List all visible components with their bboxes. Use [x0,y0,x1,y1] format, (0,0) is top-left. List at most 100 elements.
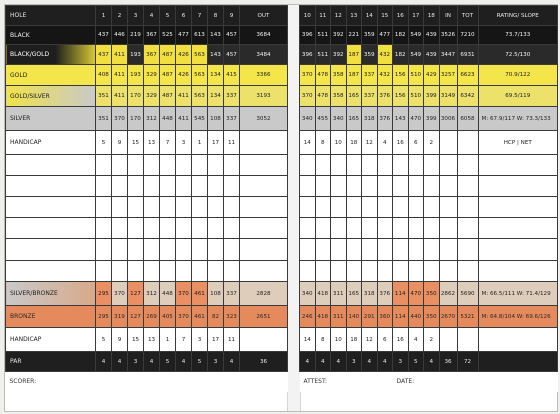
score-cell[interactable] [314,217,331,239]
score-cell[interactable] [223,196,240,218]
score-cell[interactable] [127,175,144,197]
score-cell[interactable] [143,217,160,239]
score-cell[interactable] [111,154,128,176]
score-cell[interactable] [95,217,112,239]
score-cell[interactable] [223,260,240,282]
score-cell[interactable] [361,175,378,197]
score-cell[interactable] [111,260,128,282]
score-cell[interactable] [143,154,160,176]
score-cell[interactable] [143,196,160,218]
score-cell[interactable] [175,196,192,218]
score-cell[interactable] [175,238,192,261]
score-cell[interactable] [207,260,224,282]
score-cell[interactable] [330,175,347,197]
score-cell[interactable] [127,260,144,282]
score-cell[interactable] [239,217,288,239]
score-cell[interactable] [477,238,558,261]
score-cell[interactable] [143,238,160,261]
score-cell[interactable] [95,154,112,176]
score-cell[interactable] [345,260,362,282]
score-cell[interactable] [175,217,192,239]
score-entry-cell[interactable] [5,238,96,261]
score-cell[interactable] [191,196,208,218]
score-cell[interactable] [423,175,440,197]
row-score-entry[interactable] [299,238,558,261]
score-cell[interactable] [143,175,160,197]
score-cell[interactable] [361,238,378,261]
score-cell[interactable] [438,154,458,176]
score-cell[interactable] [345,175,362,197]
score-cell[interactable] [376,154,393,176]
score-cell[interactable] [477,217,558,239]
score-cell[interactable] [127,238,144,261]
score-cell[interactable] [175,175,192,197]
score-cell[interactable] [477,175,558,197]
score-cell[interactable] [207,196,224,218]
score-cell[interactable] [477,154,558,176]
score-cell[interactable] [299,217,316,239]
score-cell[interactable] [314,260,331,282]
score-cell[interactable] [299,196,316,218]
score-cell[interactable] [191,260,208,282]
score-cell[interactable] [95,196,112,218]
score-cell[interactable] [361,196,378,218]
score-cell[interactable] [376,217,393,239]
row-score-entry[interactable] [5,196,288,218]
score-cell[interactable] [223,154,240,176]
score-cell[interactable] [207,217,224,239]
score-cell[interactable] [392,260,409,282]
score-cell[interactable] [423,238,440,261]
score-cell[interactable] [159,175,176,197]
score-cell[interactable] [456,238,479,261]
score-cell[interactable] [345,154,362,176]
score-cell[interactable] [191,238,208,261]
score-cell[interactable] [376,260,393,282]
score-cell[interactable] [175,154,192,176]
score-cell[interactable] [345,196,362,218]
score-cell[interactable] [376,238,393,261]
score-cell[interactable] [159,217,176,239]
score-cell[interactable] [191,175,208,197]
score-cell[interactable] [330,238,347,261]
score-cell[interactable] [407,238,424,261]
score-cell[interactable] [423,196,440,218]
score-cell[interactable] [223,175,240,197]
score-cell[interactable] [392,154,409,176]
score-cell[interactable] [423,217,440,239]
score-cell[interactable] [223,238,240,261]
score-cell[interactable] [191,217,208,239]
score-cell[interactable] [239,196,288,218]
score-cell[interactable] [330,196,347,218]
score-cell[interactable] [159,154,176,176]
score-cell[interactable] [423,154,440,176]
score-cell[interactable] [361,154,378,176]
score-cell[interactable] [314,196,331,218]
row-score-entry[interactable] [5,175,288,197]
score-cell[interactable] [392,175,409,197]
score-cell[interactable] [299,238,316,261]
score-cell[interactable] [111,175,128,197]
score-cell[interactable] [477,196,558,218]
score-cell[interactable] [392,196,409,218]
score-cell[interactable] [95,238,112,261]
score-cell[interactable] [361,260,378,282]
score-cell[interactable] [438,175,458,197]
score-cell[interactable] [477,260,558,282]
row-score-entry[interactable] [5,217,288,239]
row-score-entry[interactable] [299,217,558,239]
score-cell[interactable] [456,260,479,282]
score-cell[interactable] [392,217,409,239]
score-cell[interactable] [111,217,128,239]
score-cell[interactable] [345,238,362,261]
score-cell[interactable] [127,154,144,176]
score-cell[interactable] [95,260,112,282]
score-cell[interactable] [191,154,208,176]
score-cell[interactable] [127,196,144,218]
score-cell[interactable] [407,260,424,282]
score-cell[interactable] [239,154,288,176]
score-cell[interactable] [345,217,362,239]
score-cell[interactable] [207,175,224,197]
score-cell[interactable] [111,238,128,261]
score-cell[interactable] [239,238,288,261]
row-score-entry[interactable] [299,196,558,218]
